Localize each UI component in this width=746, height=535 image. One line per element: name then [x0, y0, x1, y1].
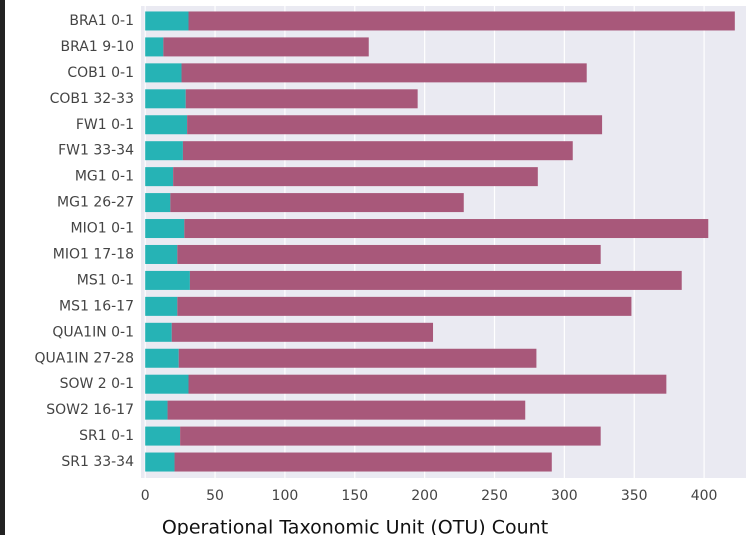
x-tick-label: 200: [411, 488, 438, 504]
bar-segment: [145, 37, 164, 57]
x-tick-label: 350: [621, 488, 648, 504]
bar-segment: [145, 89, 186, 109]
x-tick-label: 250: [481, 488, 508, 504]
bar-segment: [145, 193, 171, 213]
bar-segment: [184, 219, 709, 239]
x-tick-label: 150: [341, 488, 368, 504]
frame-edge: [0, 0, 5, 535]
bar-segment: [185, 89, 418, 109]
bar-segment: [182, 141, 573, 161]
x-tick-label: 400: [691, 488, 718, 504]
bar-segment: [145, 167, 174, 187]
bar-segment: [145, 452, 175, 472]
y-tick-label: MS1 16-17: [59, 298, 134, 314]
bar-segment: [145, 244, 178, 264]
bar-segment: [145, 374, 189, 394]
bar-segment: [163, 37, 369, 57]
bar-segment: [145, 400, 168, 420]
bar-segment: [177, 244, 601, 264]
y-tick-label: BRA1 0-1: [69, 13, 134, 29]
bar-segment: [167, 400, 526, 420]
y-tick-label: QUA1IN 27-28: [35, 350, 134, 366]
bar-segment: [145, 63, 182, 83]
bar-segment: [188, 374, 667, 394]
bar-segment: [145, 115, 188, 135]
y-tick-label: SOW 2 0-1: [60, 376, 134, 392]
bar-segment: [145, 296, 178, 316]
bar-segment: [174, 452, 552, 472]
bar-segment: [145, 11, 189, 31]
y-tick-label: SOW2 16-17: [46, 402, 134, 418]
y-tick-label: MG1 0-1: [75, 169, 134, 185]
bar-segment: [145, 141, 183, 161]
bar-segment: [145, 219, 185, 239]
x-axis-label: Operational Taxonomic Unit (OTU) Count: [162, 517, 548, 535]
y-tick-label: COB1 32-33: [50, 91, 134, 107]
y-tick-label: MG1 26-27: [57, 195, 134, 211]
bar-segment: [170, 193, 464, 213]
bar-segment: [145, 322, 172, 342]
bar-segment: [187, 115, 603, 135]
bar-segment: [180, 426, 601, 446]
bar-segment: [145, 270, 190, 290]
y-tick-label: SR1 0-1: [79, 428, 134, 444]
bar-segment: [188, 11, 735, 31]
x-tick-label: 50: [206, 488, 224, 504]
plot-area: [141, 6, 746, 478]
y-tick-label: QUA1IN 0-1: [52, 324, 134, 340]
bar-segment: [181, 63, 587, 83]
y-tick-label: MIO1 0-1: [71, 221, 134, 237]
x-tick-label: 0: [141, 488, 150, 504]
x-tick-label: 100: [272, 488, 299, 504]
y-tick-label: FW1 33-34: [58, 143, 134, 159]
y-tick-label: MIO1 17-18: [53, 246, 134, 262]
bar-segment: [178, 348, 537, 368]
y-tick-label: BRA1 9-10: [61, 39, 134, 55]
bar-segment: [145, 348, 179, 368]
bar-segment: [173, 167, 538, 187]
y-tick-label: FW1 0-1: [76, 117, 134, 133]
y-tick-label: COB1 0-1: [67, 65, 134, 81]
x-tick-label: 300: [551, 488, 578, 504]
y-tick-label: SR1 33-34: [61, 454, 134, 470]
bar-segment: [189, 270, 682, 290]
bar-segment: [145, 426, 181, 446]
bar-segment: [171, 322, 434, 342]
y-tick-label: MS1 0-1: [77, 272, 134, 288]
bar-segment: [177, 296, 632, 316]
